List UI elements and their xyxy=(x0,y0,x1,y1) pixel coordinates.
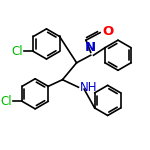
Text: N: N xyxy=(85,41,96,54)
Text: NH: NH xyxy=(79,81,97,94)
Text: O: O xyxy=(102,25,113,38)
Text: Cl: Cl xyxy=(11,45,23,58)
Text: Cl: Cl xyxy=(0,95,12,108)
